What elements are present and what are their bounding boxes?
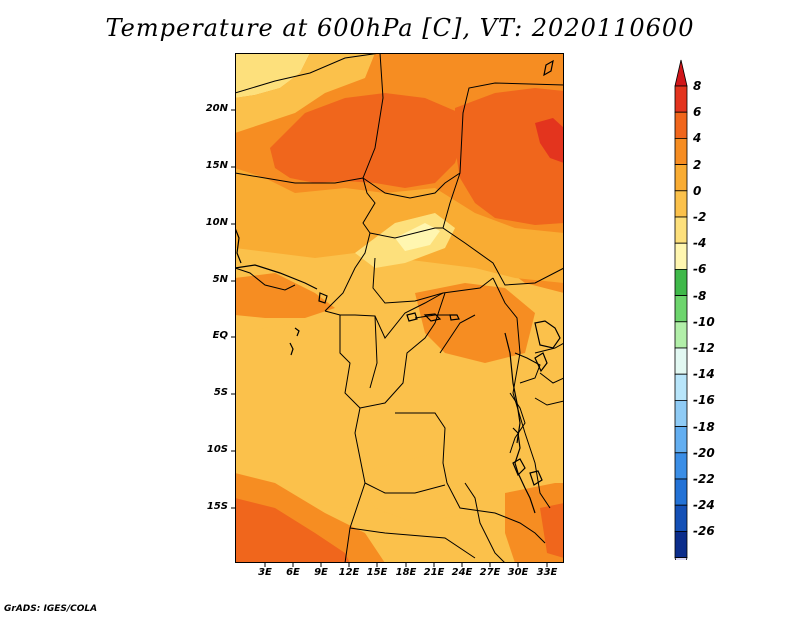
x-tick-label: 9E: [314, 567, 328, 578]
colorbar-label: -8: [693, 288, 707, 303]
colorbar-swatch: [674, 138, 688, 166]
y-axis-ticks: [231, 109, 235, 509]
x-axis-ticks: [264, 563, 548, 567]
colorbar-label: -14: [693, 367, 715, 382]
colorbar-label: -20: [693, 445, 715, 460]
chart-title: Temperature at 600hPa [C], VT: 202011060…: [105, 14, 695, 42]
colorbar-label: -22: [693, 472, 715, 486]
colorbar-swatch: [674, 347, 688, 375]
colorbar-label: -4: [693, 236, 707, 251]
x-tick-label: 12E: [338, 567, 360, 578]
colorbar-label: -6: [693, 262, 707, 277]
y-tick-label: 20N: [205, 103, 228, 114]
x-tick-label: 21E: [423, 567, 445, 578]
grads-credit: GrADS: IGES/COLA: [4, 604, 98, 614]
colorbar-swatch: [674, 164, 688, 192]
colorbar-swatch: [674, 452, 688, 480]
x-tick-label: 18E: [395, 567, 417, 578]
colorbar-label: -10: [693, 314, 715, 329]
y-tick-label: 15N: [205, 160, 228, 171]
field-south-light: [355, 453, 495, 523]
x-tick-label: 33E: [536, 567, 558, 578]
colorbar-swatch: [674, 190, 688, 218]
colorbar-top-arrow: [674, 59, 688, 87]
colorbar-swatch: [674, 530, 688, 558]
colorbar-swatch: [674, 426, 688, 454]
x-tick-label: 15E: [366, 567, 388, 578]
y-tick-label: 10N: [205, 217, 228, 228]
x-tick-label: 3E: [258, 567, 272, 578]
x-tick-label: 6E: [286, 567, 300, 578]
temperature-field-map: [235, 53, 564, 563]
field-hot-sahel-west: [270, 93, 465, 188]
field-north-mid: [235, 53, 375, 133]
colorbar-bottom-arrow: [674, 557, 688, 560]
colorbar-label: 4: [693, 131, 702, 146]
y-tick-label: 10S: [206, 444, 228, 455]
field-southeast-hot: [540, 503, 564, 558]
colorbar-swatch: [674, 399, 688, 427]
colorbar-swatch: [674, 295, 688, 323]
colorbar-swatch: [674, 321, 688, 349]
colorbar-swatch: [674, 111, 688, 139]
field-south-hotter: [235, 498, 350, 563]
field-northwest-light: [235, 53, 310, 98]
y-tick-label: 15S: [206, 501, 228, 512]
colorbar-label: -16: [693, 393, 715, 408]
map-plot-area: [235, 53, 564, 563]
colorbar-label: -24: [693, 498, 715, 513]
colorbar-label: 0: [693, 183, 702, 198]
colorbar-label: 6: [693, 105, 702, 120]
colorbar-label: 8: [693, 79, 702, 93]
field-hot-east: [455, 88, 564, 225]
field-gulf-warm: [235, 273, 335, 318]
colorbar-swatch: [674, 373, 688, 401]
colorbar-swatch: [674, 504, 688, 532]
colorbar-label: 2: [693, 157, 702, 172]
map-border: [235, 53, 564, 563]
colorbar-swatch: [674, 216, 688, 244]
coastlines-lakes: [235, 59, 561, 514]
y-tick-label: EQ: [212, 330, 228, 341]
colorbar-label: -12: [693, 341, 715, 355]
colorbar-swatch: [674, 242, 688, 270]
x-tick-label: 27E: [479, 567, 501, 578]
x-tick-label: 30E: [507, 567, 529, 578]
field-hot-spot-east: [535, 118, 564, 163]
colorbar-swatch: [674, 268, 688, 296]
x-tick-label: 24E: [451, 567, 473, 578]
colorbar: [674, 59, 688, 560]
colorbar-label: -26: [693, 524, 715, 539]
colorbar-label: -18: [693, 419, 715, 434]
y-tick-label: 5N: [212, 274, 228, 285]
colorbar-swatch: [674, 478, 688, 506]
colorbar-swatch: [674, 85, 688, 113]
colorbar-label: -2: [693, 210, 707, 224]
country-borders: [235, 53, 564, 563]
y-tick-label: 5S: [213, 387, 228, 398]
